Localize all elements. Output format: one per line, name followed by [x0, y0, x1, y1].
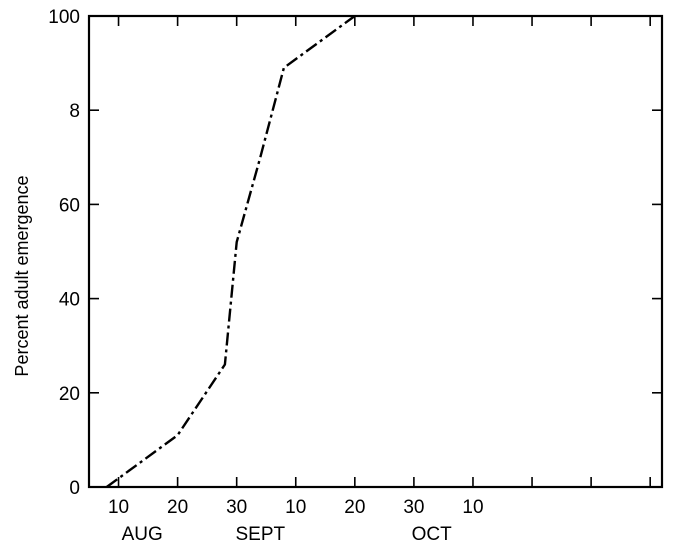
y-axis-title: Percent adult emergence — [12, 175, 32, 376]
x-tick-label: 10 — [285, 497, 306, 518]
x-tick-label: 10 — [108, 497, 129, 518]
x-tick-label: 20 — [344, 497, 365, 518]
x-tick-labels: 10 20 30 10 20 30 10 — [108, 497, 484, 518]
y-tick-label: 40 — [59, 290, 80, 311]
plot-area — [87, 14, 664, 489]
y-tick-labels: 0 20 40 60 8 100 — [48, 7, 80, 499]
series-group — [105, 15, 356, 488]
x-tick-label: 30 — [226, 497, 247, 518]
y-tick-label: 60 — [59, 195, 80, 216]
month-labels: AUG SEPT OCT — [122, 524, 452, 544]
y-tick-label: 0 — [69, 478, 80, 499]
month-label: SEPT — [235, 524, 285, 544]
axis-ticks — [89, 15, 662, 488]
series-line — [105, 15, 356, 488]
plot-border — [87, 14, 664, 489]
x-tick-label: 20 — [167, 497, 188, 518]
y-tick-label: 8 — [69, 101, 80, 122]
y-tick-label: 100 — [48, 7, 80, 28]
y-tick-label: 20 — [59, 384, 80, 405]
x-tick-label: 30 — [403, 497, 424, 518]
month-label: OCT — [412, 524, 453, 544]
x-tick-label: 10 — [462, 497, 483, 518]
month-label: AUG — [122, 524, 163, 544]
